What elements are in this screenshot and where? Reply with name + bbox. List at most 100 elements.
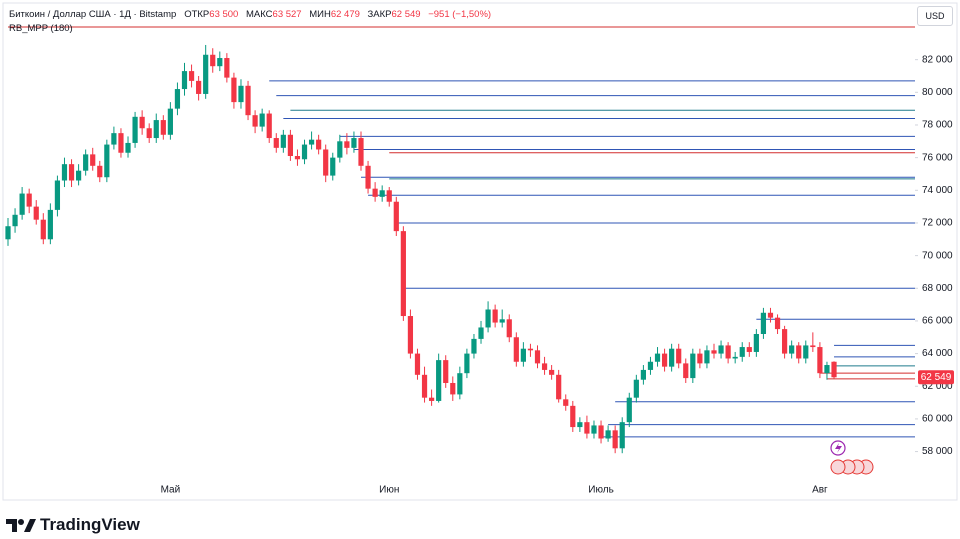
candle-body bbox=[12, 214, 18, 227]
candle-body bbox=[337, 141, 343, 158]
y-tick-label: 80 000 bbox=[922, 87, 953, 98]
candle-body bbox=[619, 422, 625, 449]
stat-value: 62 479 bbox=[330, 9, 360, 20]
candle-body bbox=[26, 193, 32, 207]
candle-body bbox=[323, 149, 329, 176]
x-tick-label: Авг bbox=[812, 485, 828, 496]
candle-body bbox=[421, 374, 428, 398]
candle-body bbox=[683, 363, 689, 379]
candle-body bbox=[365, 165, 371, 189]
candle-body bbox=[732, 356, 738, 359]
candle-body bbox=[541, 363, 548, 370]
candle-body bbox=[90, 154, 96, 166]
candle-body bbox=[210, 54, 216, 67]
candle-body bbox=[414, 353, 421, 375]
candle-body bbox=[153, 120, 159, 139]
candle-body bbox=[774, 317, 781, 330]
candle-body bbox=[810, 345, 816, 348]
candle-body bbox=[471, 338, 477, 354]
stat-label: ОТКР bbox=[184, 9, 210, 20]
candle-body bbox=[245, 85, 251, 116]
y-tick-label: 78 000 bbox=[922, 120, 953, 131]
candle-body bbox=[104, 144, 110, 178]
candle-body bbox=[47, 209, 53, 240]
candle-body bbox=[633, 379, 639, 398]
stat-label: ЗАКР bbox=[367, 9, 392, 20]
candle-body bbox=[824, 365, 830, 374]
candle-body bbox=[534, 350, 541, 364]
candle-body bbox=[584, 422, 590, 434]
candle-body bbox=[280, 134, 286, 148]
brand-icon bbox=[6, 519, 36, 532]
candle-body bbox=[718, 345, 724, 354]
candle-body bbox=[174, 89, 181, 109]
candle-body bbox=[796, 345, 802, 359]
candle-body bbox=[393, 201, 399, 232]
candle-body bbox=[40, 219, 46, 240]
candle-body bbox=[231, 77, 237, 103]
candle-body bbox=[457, 373, 463, 395]
candle-body bbox=[690, 353, 696, 379]
candle-body bbox=[344, 141, 350, 148]
candle-body bbox=[188, 71, 195, 81]
candle-body bbox=[273, 138, 279, 148]
candle-body bbox=[287, 134, 293, 157]
candle-body bbox=[782, 329, 788, 354]
candle-body bbox=[301, 144, 308, 160]
last-price-box bbox=[918, 370, 954, 385]
candle-body bbox=[118, 133, 124, 153]
candle-body bbox=[125, 142, 131, 153]
candle-body bbox=[661, 353, 668, 367]
brand-logo[interactable]: TradingView bbox=[6, 515, 140, 535]
candle-body bbox=[196, 80, 202, 94]
candle-body bbox=[443, 360, 449, 383]
y-tick-label: 66 000 bbox=[922, 316, 953, 327]
candle-body bbox=[506, 319, 512, 338]
last-price-label: 62 549 bbox=[921, 372, 952, 383]
change: −951 (−1,50%) bbox=[428, 9, 492, 20]
candle-body bbox=[351, 138, 357, 148]
currency-button[interactable]: USD bbox=[917, 6, 953, 26]
candle-body bbox=[167, 108, 173, 135]
candle-body bbox=[485, 309, 491, 328]
candle-body bbox=[146, 128, 152, 139]
y-tick-label: 68 000 bbox=[922, 283, 953, 294]
candle-body bbox=[294, 156, 301, 160]
candle-body bbox=[76, 170, 82, 181]
candle-body bbox=[379, 190, 385, 197]
candle-body bbox=[626, 397, 632, 423]
candle-body bbox=[450, 382, 456, 395]
stat-value: 63 527 bbox=[272, 9, 302, 20]
indicator-label: RB_MPP (180) bbox=[9, 23, 73, 34]
candle-body bbox=[139, 116, 145, 129]
candle-body bbox=[704, 350, 710, 364]
candle-body bbox=[577, 422, 583, 428]
candle-body bbox=[259, 113, 265, 127]
candle-body bbox=[605, 430, 611, 439]
x-tick-label: Июль bbox=[588, 485, 614, 496]
candle-body bbox=[224, 58, 230, 78]
event-icons bbox=[830, 440, 874, 475]
candle-body bbox=[33, 206, 39, 220]
stat-label: МАКС bbox=[245, 9, 273, 20]
candle-body bbox=[372, 188, 378, 197]
candle-body bbox=[570, 405, 576, 428]
candle-body bbox=[5, 226, 11, 240]
candle-body bbox=[478, 327, 484, 339]
candle-body bbox=[789, 345, 795, 354]
candle-body bbox=[400, 231, 406, 317]
candle-body bbox=[111, 133, 117, 145]
candle-body bbox=[132, 116, 138, 143]
stat-value: 63 500 bbox=[209, 9, 239, 20]
brand-name: TradingView bbox=[40, 515, 140, 534]
y-tick-label: 62 000 bbox=[922, 381, 953, 392]
candle-body bbox=[817, 347, 823, 374]
candle-body bbox=[669, 348, 675, 367]
candle-body bbox=[746, 347, 752, 352]
candle-body bbox=[499, 319, 505, 323]
candle-body bbox=[527, 348, 534, 351]
candle-body bbox=[68, 164, 75, 181]
candle-body bbox=[549, 369, 555, 375]
stat-label: МИН bbox=[309, 9, 331, 20]
